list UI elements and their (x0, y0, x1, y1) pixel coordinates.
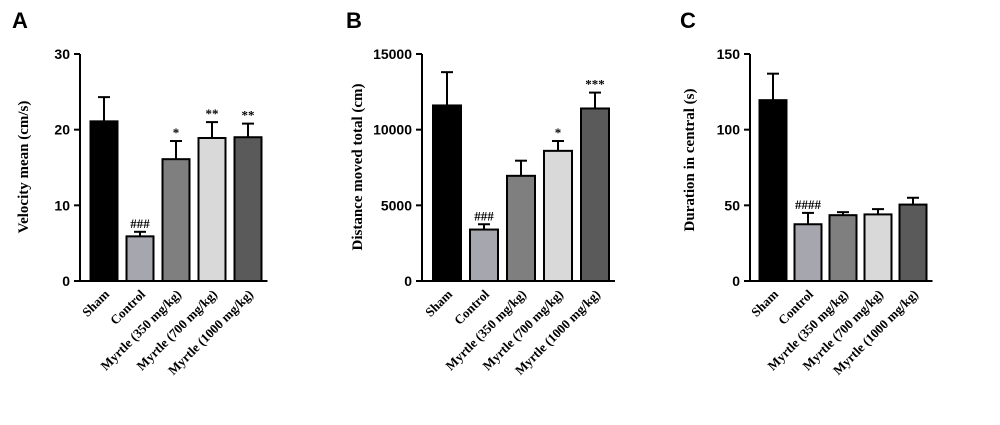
panel-b-category-label: Sham (422, 286, 455, 319)
panel-c-letter: C (680, 8, 696, 33)
panel-a-bar (197, 136, 227, 282)
panel-a-bar (161, 158, 191, 282)
panel-b-bar (469, 228, 499, 282)
panel-a: A Velocity mean (cm/s) 0102030Sham###Con… (12, 8, 268, 378)
panel-b-bar (432, 104, 462, 282)
panel-c-bar (828, 214, 858, 282)
panel-c-significance-label: #### (795, 197, 822, 212)
panel-c-bar (793, 223, 823, 282)
panel-b-significance-label: * (555, 125, 562, 140)
panel-b-ytick-label: 15000 (373, 46, 412, 62)
panel-a-bar (89, 120, 119, 282)
panel-a-significance-label: ### (130, 216, 150, 231)
panel-a-ytick-label: 0 (62, 273, 70, 289)
panel-a-ytick-label: 30 (54, 46, 70, 62)
panel-a-significance-label: * (173, 125, 180, 140)
panel-c-ytick-label: 150 (717, 46, 741, 62)
panel-b-bar (506, 174, 536, 282)
panel-c-bar (863, 213, 893, 282)
panel-a-ylabel: Velocity mean (cm/s) (16, 101, 32, 234)
panel-a-significance-label: ** (242, 108, 255, 123)
panel-c-ytick-label: 100 (717, 122, 741, 138)
panel-a-letter: A (12, 8, 28, 33)
panel-b-ytick-label: 10000 (373, 122, 412, 138)
panel-b-letter: B (346, 8, 362, 33)
panel-c-bar (898, 203, 928, 282)
panel-a-category-label: Sham (79, 286, 112, 319)
panel-c-ylabel: Duration in central (s) (682, 89, 698, 232)
panel-b-bar (543, 149, 573, 282)
panel-c-bar (758, 99, 788, 283)
panel-b-bar (580, 107, 610, 283)
panel-a-ytick-label: 10 (54, 197, 70, 213)
panel-c: C Duration in central (s) 050100150Sham#… (680, 8, 933, 378)
panel-b-significance-label: *** (585, 77, 605, 92)
panel-a-ytick-label: 20 (54, 122, 70, 138)
panel-a-significance-label: ** (206, 106, 219, 121)
panel-a-bar (125, 235, 155, 283)
panel-b: B Distance moved total (cm) 0 5000 10000 15… (346, 8, 615, 378)
panel-b-ytick-label: 0 (404, 273, 412, 289)
panel-b-ylabel: Distance moved total (cm) (350, 83, 366, 250)
panel-b-ytick-label: 5000 (381, 197, 412, 213)
panel-a-bar (233, 136, 263, 282)
panel-c-ytick-label: 0 (732, 273, 740, 289)
panel-c-ytick-label: 50 (724, 197, 740, 213)
panel-b-significance-label: ### (474, 208, 494, 223)
